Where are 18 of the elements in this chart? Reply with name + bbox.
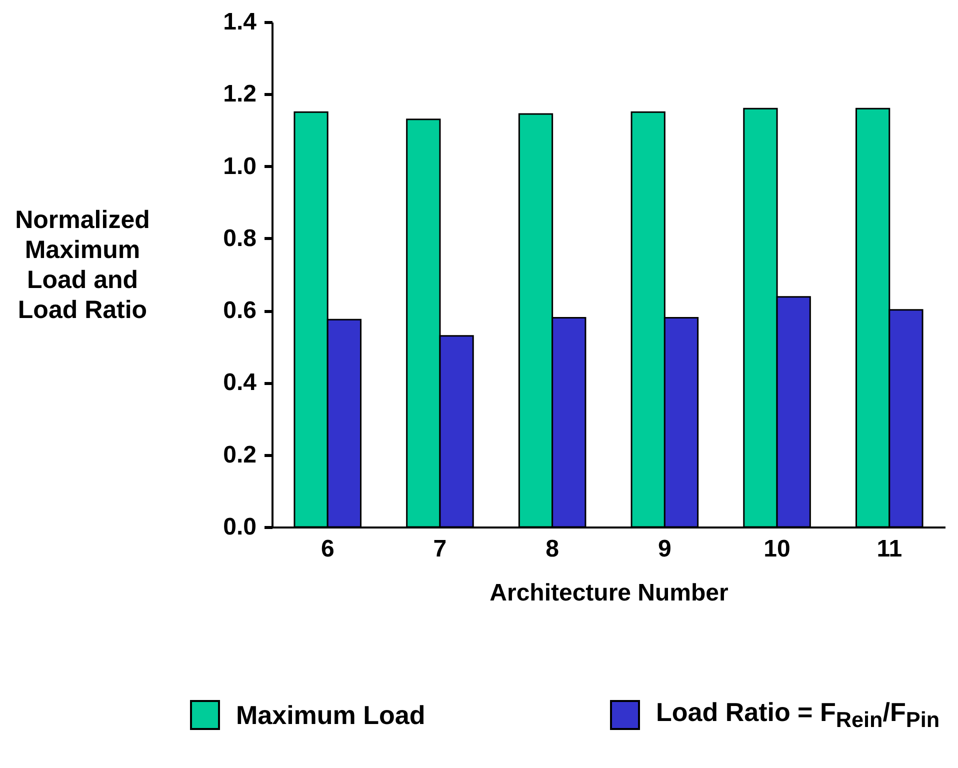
y-tick-label: 0.6 [223,297,256,324]
x-axis-title: Architecture Number [490,580,728,606]
legend-label: Maximum Load [236,700,426,730]
x-tick-label: 7 [433,536,447,562]
y-tick-label: 1.4 [223,8,258,36]
x-tick-label: 8 [546,536,560,562]
x-tick-label: 9 [658,536,672,562]
x-tick-label: 10 [764,536,790,562]
x-tick-label: 11 [876,536,902,562]
y-tick-label: 1.2 [223,80,256,108]
y-axis-title: Normalized Maximum Load and Load Ratio [14,205,151,325]
x-tick-label: 6 [320,536,334,562]
y-tick-label: 0.2 [223,441,256,468]
y-tick-label: 0.4 [223,369,258,396]
legend-label: Load Ratio = F$_{Rein}$/F$_{Pin}$ [656,696,940,734]
y-tick-label: 0.8 [223,224,256,252]
y-tick-label: 0.0 [223,514,256,540]
y-tick-label: 1.0 [223,152,256,180]
